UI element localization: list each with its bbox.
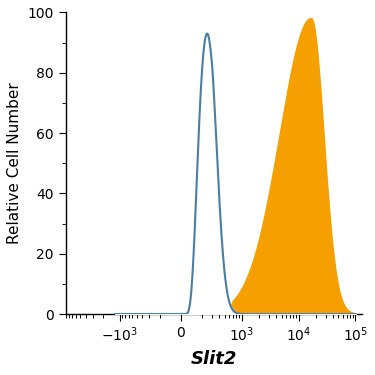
Y-axis label: Relative Cell Number: Relative Cell Number bbox=[7, 82, 22, 244]
X-axis label: Slit2: Slit2 bbox=[190, 350, 237, 368]
